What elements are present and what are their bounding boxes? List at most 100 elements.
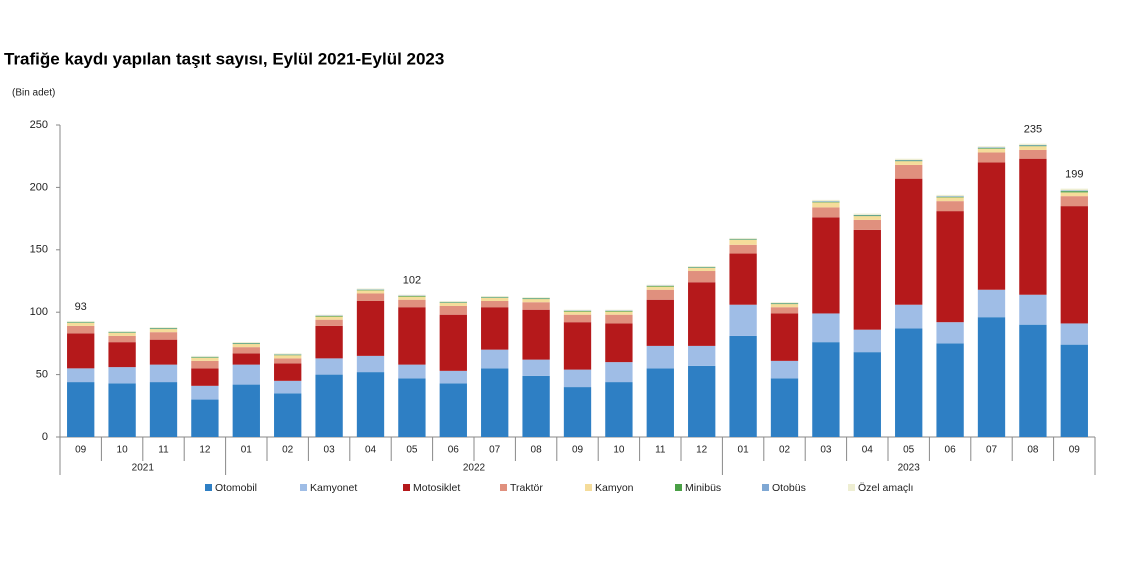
bar-segment — [936, 194, 964, 197]
bar-segment — [108, 332, 136, 333]
bar-segment — [481, 307, 509, 350]
bar-segment — [439, 302, 467, 306]
x-tick-label: 07 — [986, 445, 998, 456]
bar-segment — [853, 329, 881, 353]
legend-swatch — [762, 484, 769, 491]
bar-segment — [232, 342, 260, 344]
bar-segment — [356, 293, 385, 301]
bar-segment — [398, 307, 426, 365]
bar-segment — [895, 160, 923, 162]
x-tick-label: 06 — [945, 445, 957, 456]
bar-segment — [563, 310, 592, 312]
bar-segment — [1060, 206, 1088, 324]
bar-segment — [398, 296, 426, 300]
bar-segment — [1060, 344, 1088, 437]
bar-segment — [853, 213, 881, 215]
x-tick-label: 01 — [241, 445, 253, 456]
bar-segment — [936, 197, 964, 202]
bar-segment — [770, 303, 799, 305]
legend-swatch — [585, 484, 592, 491]
x-tick-label: 02 — [282, 445, 294, 456]
legend-label: Otobüs — [772, 482, 806, 494]
bar-segment — [439, 370, 467, 384]
bar-segment — [67, 333, 95, 369]
bar-segment — [315, 325, 343, 359]
bar-segment — [439, 305, 467, 315]
x-tick-label: 09 — [75, 445, 87, 456]
legend-label: Kamyon — [595, 482, 634, 494]
bar-segment — [729, 335, 757, 437]
bar-segment — [563, 369, 592, 388]
bar-segment — [191, 357, 219, 361]
x-tick-label: 03 — [324, 445, 336, 456]
x-tick-label: 06 — [448, 445, 460, 456]
bar-segment — [605, 362, 633, 383]
y-tick-label: 200 — [30, 181, 48, 193]
bar-segment — [688, 266, 716, 267]
bar-segment — [812, 342, 840, 437]
bar-segment — [149, 332, 178, 340]
bar-segment — [191, 385, 219, 400]
chart-title: Trafiğe kaydı yapılan taşıt sayısı, Eylü… — [4, 49, 444, 68]
bar-segment — [356, 300, 385, 356]
y-axis-label: (Bin adet) — [12, 88, 55, 99]
bar-segment — [977, 162, 1006, 290]
bar-segment — [688, 267, 716, 268]
bar-segment — [191, 355, 219, 357]
bar-segment — [977, 152, 1006, 163]
bar-segment — [977, 289, 1006, 318]
bar-segment — [977, 148, 1006, 149]
bar-segment — [232, 347, 260, 354]
year-label: 2023 — [898, 463, 921, 474]
bar-segment — [522, 297, 550, 299]
bar-segment — [356, 290, 385, 294]
total-label: 199 — [1065, 169, 1083, 181]
bar-segment — [108, 383, 136, 437]
legend-swatch — [403, 484, 410, 491]
bar-segment — [398, 299, 426, 308]
bar-segment — [605, 323, 633, 363]
bar-segment — [936, 201, 964, 212]
bar-segment — [149, 364, 178, 383]
bar-segment — [688, 282, 716, 346]
bar-segment — [646, 285, 674, 287]
bar-segment — [315, 358, 343, 375]
bar-segment — [191, 399, 219, 437]
bar-segment — [439, 383, 467, 437]
bar-segment — [1019, 294, 1047, 325]
bar-segment — [770, 378, 799, 437]
bar-segment — [729, 237, 757, 239]
bar-segment — [1019, 144, 1047, 146]
bar-segment — [605, 309, 633, 311]
x-tick-label: 09 — [572, 445, 584, 456]
bar-segment — [149, 339, 178, 365]
bar-segment — [770, 304, 799, 308]
bar-segment — [191, 357, 219, 358]
bar-segment — [67, 368, 95, 383]
bar-segment — [936, 196, 964, 197]
bar-segment — [936, 196, 964, 198]
bar-segment — [853, 214, 881, 216]
bar-segment — [356, 372, 385, 437]
bar-segment — [398, 378, 426, 437]
bar-segment — [729, 253, 757, 305]
bar-segment — [853, 215, 881, 217]
bar-segment — [563, 314, 592, 323]
bar-segment — [481, 297, 509, 298]
y-tick-label: 250 — [30, 119, 48, 131]
bar-segment — [1019, 149, 1047, 159]
bar-segment — [108, 332, 136, 336]
bar-segment — [232, 384, 260, 437]
bar-segment — [522, 375, 550, 437]
x-tick-label: 02 — [779, 445, 791, 456]
bar-segment — [67, 382, 95, 437]
bar-segment — [108, 367, 136, 384]
bar-segment — [646, 299, 674, 346]
bar-segment — [274, 380, 302, 394]
bar-segment — [977, 317, 1006, 437]
x-tick-label: 04 — [365, 445, 377, 456]
bar-segment — [729, 239, 757, 240]
bar-segment — [605, 311, 633, 315]
bar-segment — [522, 359, 550, 376]
bar-segment — [149, 327, 178, 329]
